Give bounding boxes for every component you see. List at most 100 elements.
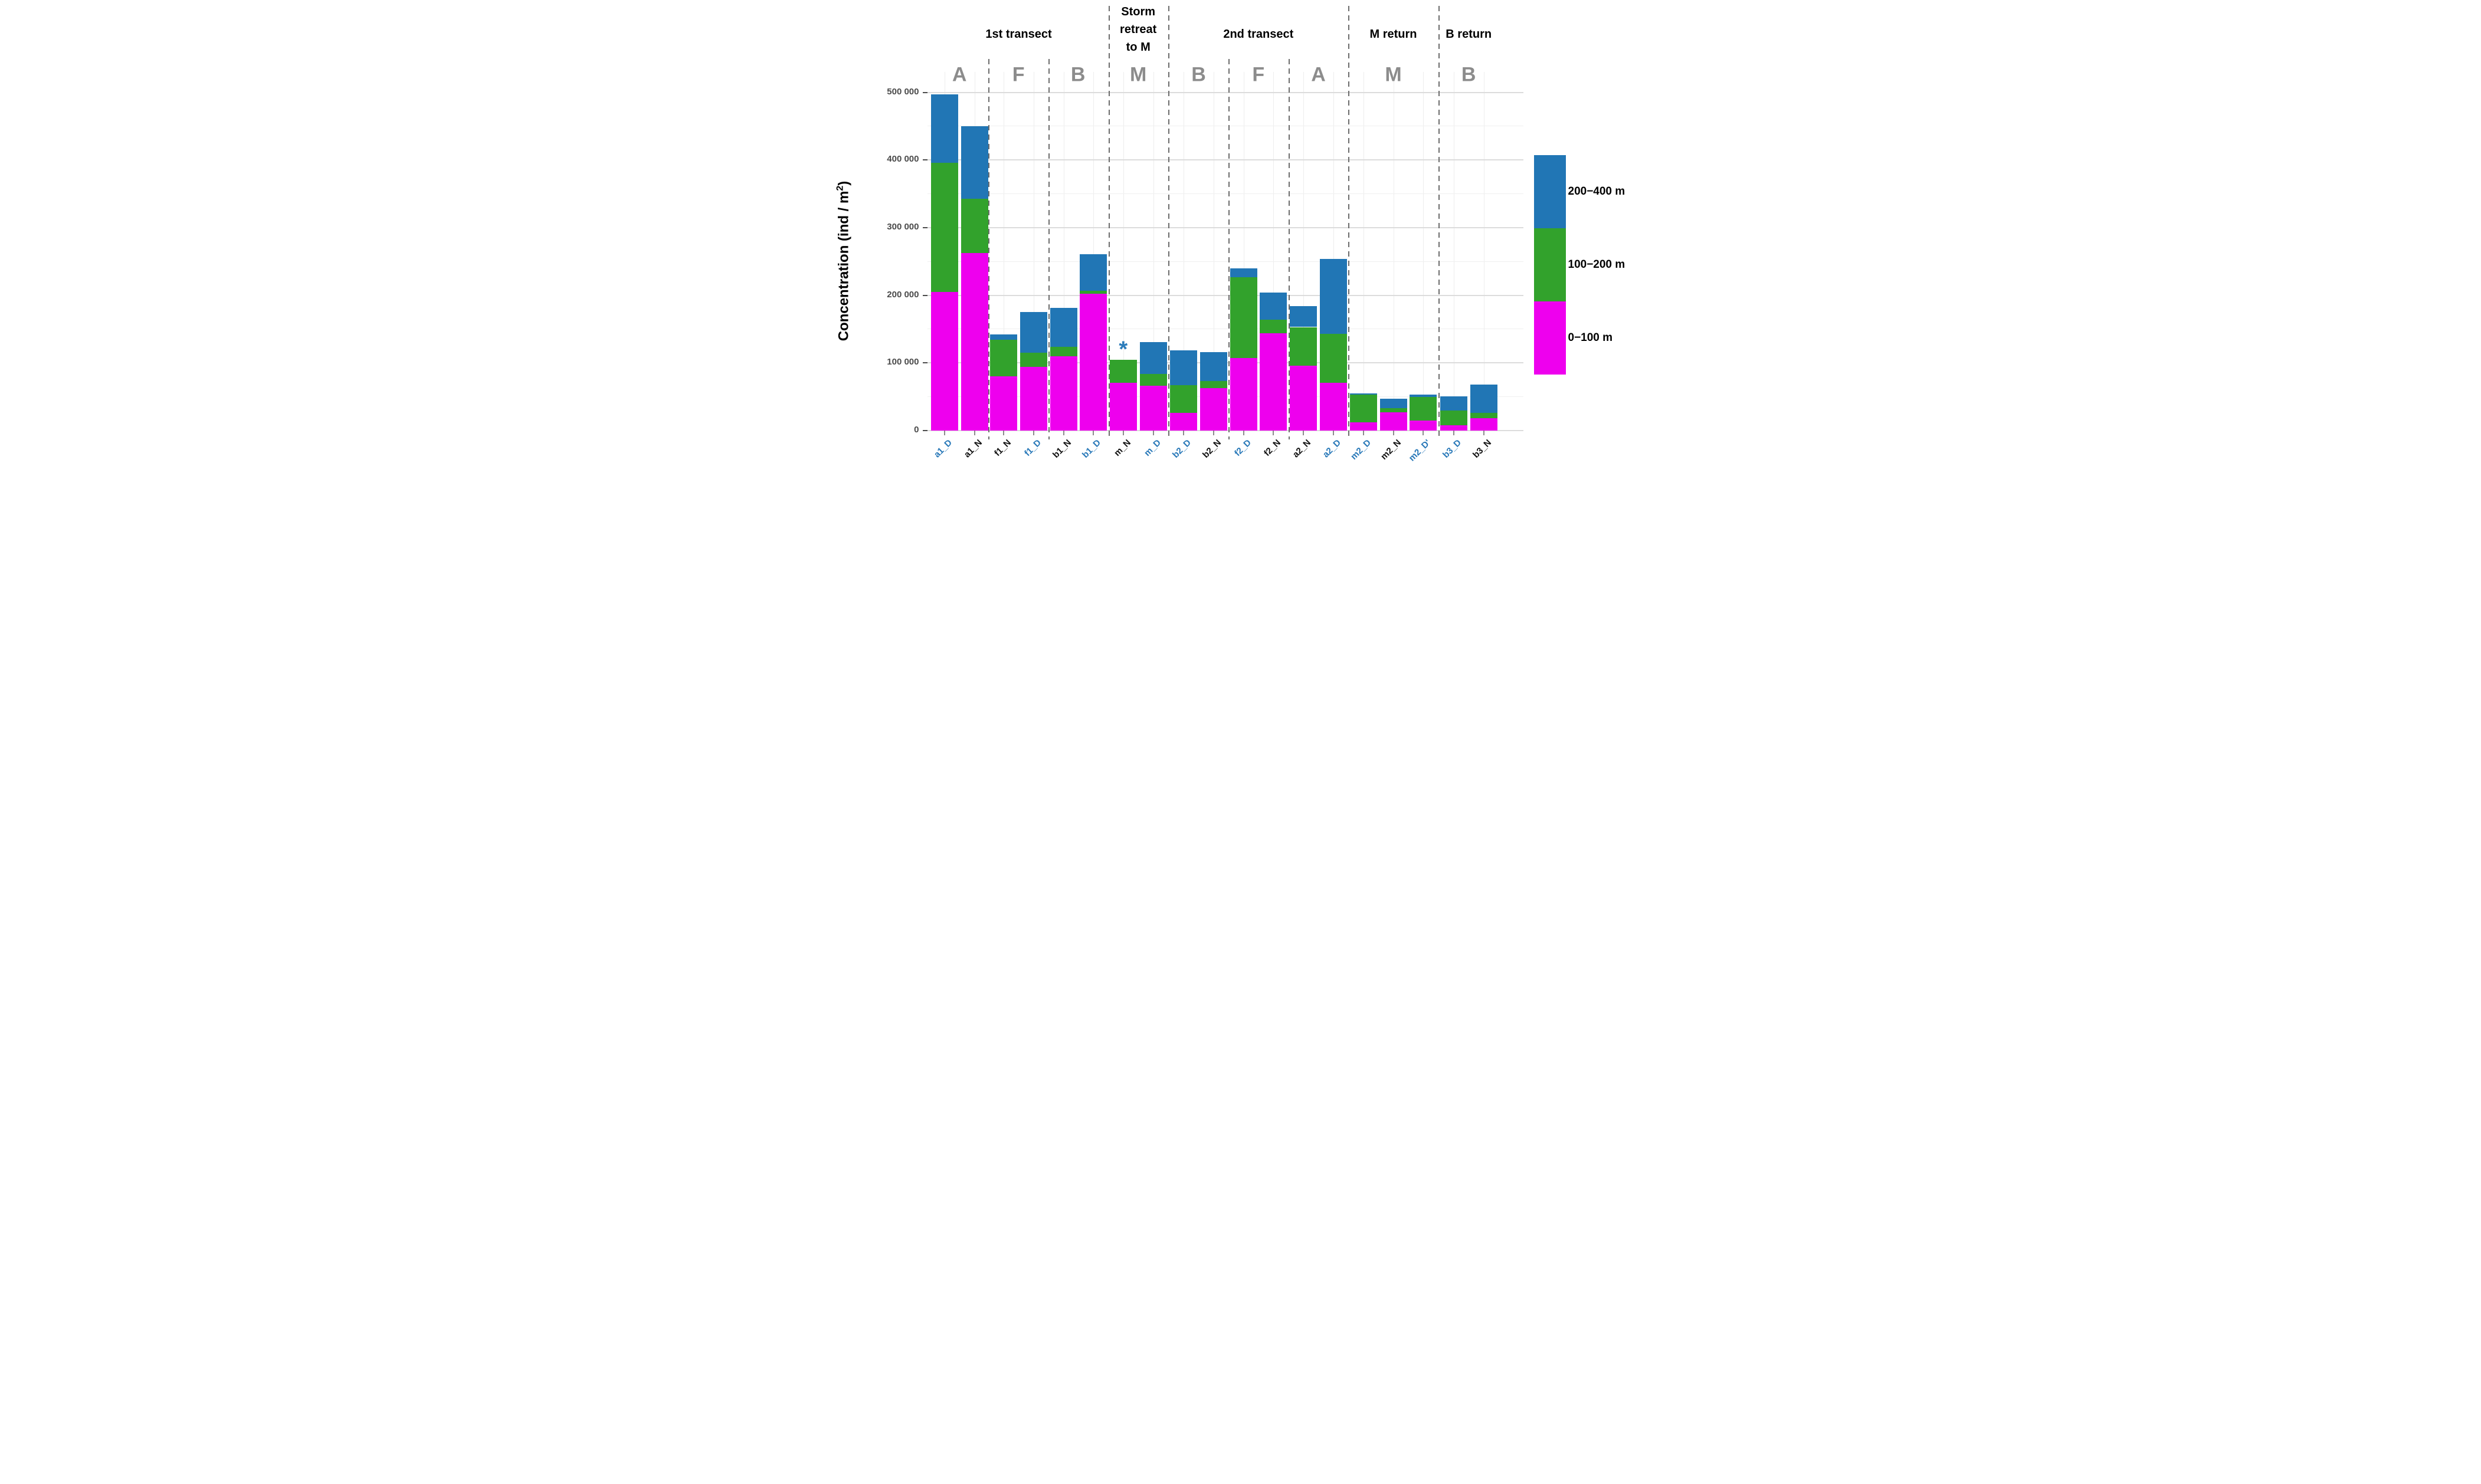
- x-gridline: [1093, 72, 1094, 431]
- bar-segment-a2_N-200-400-m[interactable]: [1290, 306, 1317, 327]
- x-gridline: [1303, 72, 1305, 431]
- bar-segment-f2_N-0-100-m[interactable]: [1260, 333, 1287, 431]
- bar-segment-b2_N-100-200-m[interactable]: [1199, 381, 1227, 388]
- group-separator-line: [1048, 59, 1050, 439]
- bar-segment-b2_N-0-100-m[interactable]: [1199, 388, 1227, 431]
- bar-segment-f2_D-100-200-m[interactable]: [1230, 277, 1257, 359]
- bar-segment-m2_D'-0-100-m[interactable]: [1410, 420, 1437, 431]
- y-axis-tick: [922, 91, 927, 93]
- x-gridline: [1153, 72, 1154, 431]
- bar-segment-m_N-0-100-m[interactable]: [1109, 382, 1137, 431]
- bar-segment-b1_N-0-100-m[interactable]: [1050, 356, 1077, 431]
- bar-segment-b1_D-100-200-m[interactable]: [1080, 290, 1107, 294]
- x-axis-tick: [1183, 431, 1185, 435]
- bar-segment-a1_D-0-100-m[interactable]: [930, 291, 958, 431]
- bar-segment-m2_D'-200-400-m[interactable]: [1410, 395, 1437, 397]
- legend-swatch-100-200-m[interactable]: [1533, 228, 1566, 301]
- y-gridline-major: [927, 430, 1523, 431]
- group-letter-B-8: B: [1461, 63, 1476, 86]
- bar-segment-a2_N-100-200-m[interactable]: [1290, 327, 1317, 366]
- x-axis-tick: [1392, 431, 1394, 435]
- bar-segment-f1_N-0-100-m[interactable]: [989, 376, 1017, 431]
- bar-segment-b1_N-100-200-m[interactable]: [1050, 346, 1077, 356]
- bar-segment-a1_N-200-400-m[interactable]: [961, 126, 988, 199]
- group-letter-F-1: F: [1012, 63, 1025, 86]
- y-axis-tick-label: 0: [914, 425, 919, 435]
- bar-segment-b2_D-100-200-m[interactable]: [1170, 385, 1198, 413]
- group-separator-line: [1288, 59, 1290, 439]
- y-gridline-major: [927, 159, 1523, 161]
- bar-segment-b3_N-0-100-m[interactable]: [1470, 418, 1497, 431]
- x-axis-tick: [1002, 431, 1004, 435]
- x-axis-tick: [1152, 431, 1154, 435]
- group-separator-line: [1228, 59, 1230, 439]
- group-letter-M-7: M: [1385, 63, 1402, 86]
- x-axis-tick: [1483, 431, 1484, 435]
- bar-segment-m2_N-100-200-m[interactable]: [1379, 408, 1407, 413]
- stacked-bar-chart-figure: Concentration (ind / m2) 0 100 000 200 000…: [827, 0, 1654, 495]
- x-axis-tick: [1122, 431, 1124, 435]
- bar-segment-a2_D-200-400-m[interactable]: [1319, 258, 1347, 334]
- bar-segment-b1_N-200-400-m[interactable]: [1050, 308, 1077, 347]
- y-gridline-minor: [927, 193, 1523, 195]
- bar-segment-b3_N-100-200-m[interactable]: [1470, 413, 1497, 419]
- bar-segment-m2_N-200-400-m[interactable]: [1379, 399, 1407, 409]
- bar-segment-m2_D'-100-200-m[interactable]: [1410, 396, 1437, 421]
- bar-segment-f1_D-200-400-m[interactable]: [1020, 312, 1047, 353]
- x-axis-tick: [1453, 431, 1454, 435]
- bar-segment-m_D-100-200-m[interactable]: [1139, 373, 1167, 386]
- legend-label-0-100-m: 0−100 m: [1568, 331, 1613, 344]
- bar-segment-a2_N-0-100-m[interactable]: [1290, 365, 1317, 431]
- group-letter-B-4: B: [1191, 63, 1206, 86]
- bar-segment-b1_D-200-400-m[interactable]: [1080, 254, 1107, 291]
- group-letter-B-2: B: [1070, 63, 1086, 86]
- bar-segment-a1_D-100-200-m[interactable]: [930, 162, 958, 292]
- y-axis-tick: [922, 362, 927, 364]
- legend-swatch-200-400-m[interactable]: [1533, 155, 1566, 228]
- y-axis-tick: [922, 226, 927, 228]
- bar-segment-f2_D-200-400-m[interactable]: [1230, 268, 1257, 277]
- bar-segment-f2_D-0-100-m[interactable]: [1230, 358, 1257, 431]
- bar-segment-a2_D-100-200-m[interactable]: [1319, 333, 1347, 383]
- bar-segment-b1_D-0-100-m[interactable]: [1080, 294, 1107, 431]
- bar-segment-b2_D-0-100-m[interactable]: [1170, 413, 1198, 431]
- section-header-m-return: M return: [1369, 28, 1417, 41]
- bar-segment-b3_D-200-400-m[interactable]: [1440, 396, 1467, 411]
- bar-segment-b2_N-200-400-m[interactable]: [1199, 352, 1227, 382]
- x-gridline: [1273, 72, 1274, 431]
- legend-label-100-200-m: 100−200 m: [1568, 258, 1625, 271]
- y-axis-tick: [922, 159, 927, 161]
- y-axis-tick-label: 100 000: [887, 357, 919, 367]
- asterisk-annotation: *: [1119, 337, 1128, 362]
- bar-segment-b3_N-200-400-m[interactable]: [1470, 385, 1497, 413]
- y-axis-tick-label: 200 000: [887, 289, 919, 300]
- x-axis-tick: [1093, 431, 1094, 435]
- bar-segment-m_D-0-100-m[interactable]: [1139, 386, 1167, 431]
- bar-segment-m2_D-100-200-m[interactable]: [1349, 395, 1377, 423]
- bar-segment-b3_D-100-200-m[interactable]: [1440, 410, 1467, 425]
- bar-segment-m_D-200-400-m[interactable]: [1139, 342, 1167, 374]
- bar-segment-f1_N-200-400-m[interactable]: [989, 334, 1017, 340]
- bar-segment-a1_N-0-100-m[interactable]: [961, 253, 988, 431]
- x-gridline: [1423, 72, 1424, 431]
- bar-segment-m2_N-0-100-m[interactable]: [1379, 412, 1407, 431]
- bar-segment-a1_D-200-400-m[interactable]: [930, 94, 958, 163]
- bar-segment-m_N-100-200-m[interactable]: [1109, 359, 1137, 383]
- bar-segment-f2_N-100-200-m[interactable]: [1260, 319, 1287, 333]
- bar-segment-a2_D-0-100-m[interactable]: [1319, 382, 1347, 431]
- bar-segment-b3_D-0-100-m[interactable]: [1440, 425, 1467, 431]
- bar-segment-f1_D-0-100-m[interactable]: [1020, 367, 1047, 431]
- bar-segment-b2_D-200-400-m[interactable]: [1170, 350, 1198, 386]
- bar-segment-m2_D-200-400-m[interactable]: [1349, 393, 1377, 395]
- x-axis-tick: [943, 431, 945, 435]
- bar-segment-f2_N-200-400-m[interactable]: [1260, 293, 1287, 320]
- bar-segment-a1_N-100-200-m[interactable]: [961, 198, 988, 254]
- bar-segment-f1_D-100-200-m[interactable]: [1020, 353, 1047, 367]
- x-gridline: [1333, 72, 1334, 431]
- section-header-1st-transect: 1st transect: [985, 28, 1052, 41]
- y-gridline-major: [927, 91, 1523, 93]
- section-separator-line: [1438, 6, 1440, 439]
- legend-swatch-0-100-m[interactable]: [1533, 301, 1566, 375]
- bar-segment-m2_D-0-100-m[interactable]: [1349, 422, 1377, 431]
- bar-segment-f1_N-100-200-m[interactable]: [989, 340, 1017, 377]
